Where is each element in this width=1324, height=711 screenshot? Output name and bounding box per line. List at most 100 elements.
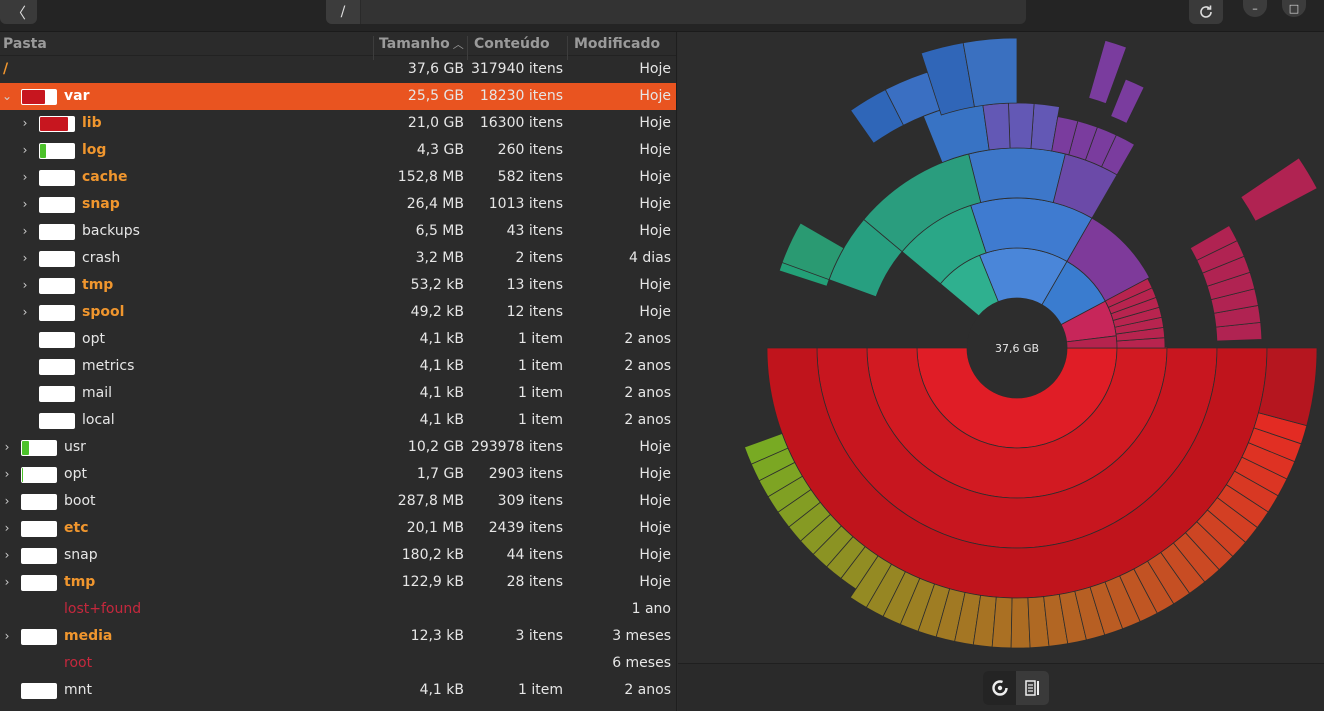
chevron-right-icon[interactable]: › [22,143,28,157]
tree-row[interactable]: › media 12,3 kB 3 itens 3 meses [0,623,676,650]
chevron-right-icon[interactable]: › [4,440,10,454]
ring-sector[interactable] [1051,116,1079,156]
tree-row[interactable]: › crash 3,2 MB 2 itens 4 dias [0,245,676,272]
path-bar: / [326,0,1026,24]
chevron-right-icon[interactable]: › [22,197,28,211]
chevron-right-icon[interactable]: › [4,548,10,562]
chevron-right-icon[interactable]: › [22,278,28,292]
row-content-count: 1 item [518,331,563,347]
tree-row[interactable]: root 6 meses [0,650,676,677]
tree-row[interactable]: › cache 152,8 MB 582 itens Hoje [0,164,676,191]
chevron-right-icon[interactable]: › [4,521,10,535]
column-header-size[interactable]: Tamanho ︿ [379,36,464,52]
ring-sector[interactable] [920,42,975,116]
chevron-down-icon[interactable]: ⌄ [1,89,13,103]
tree-row[interactable]: › backups 6,5 MB 43 itens Hoje [0,218,676,245]
chevron-right-icon[interactable]: › [22,305,28,319]
column-header-folder[interactable]: Pasta [3,36,47,52]
tree-row[interactable]: › usr 10,2 GB 293978 itens Hoje [0,434,676,461]
row-name: boot [64,493,96,509]
ring-sector[interactable] [850,89,905,144]
ring-sector[interactable] [828,218,903,298]
row-size: 49,2 kB [410,304,464,320]
maximize-button[interactable]: □ [1282,0,1306,17]
tree-row[interactable]: ⌄ var 25,5 GB 18230 itens Hoje [0,83,676,110]
tree-row[interactable]: › etc 20,1 MB 2439 itens Hoje [0,515,676,542]
ring-sector[interactable] [1010,597,1031,649]
chevron-right-icon[interactable]: › [22,170,28,184]
size-bar [21,575,57,591]
tree-row[interactable]: › tmp 53,2 kB 13 itens Hoje [0,272,676,299]
ring-sector[interactable] [1008,102,1035,149]
row-size: 21,0 GB [407,115,464,131]
back-button[interactable]: 〈 [0,0,37,24]
folder-tree: Pasta Tamanho ︿ Conteúdo Modificado / 37,6… [0,32,677,711]
row-modified: Hoje [639,304,671,320]
ring-chart-view-button[interactable] [983,671,1016,705]
ring-sector[interactable] [1110,78,1145,124]
chevron-right-icon[interactable]: › [22,224,28,238]
tree-row[interactable]: / 37,6 GB 317940 itens Hoje [0,56,676,83]
row-modified: 2 anos [624,331,671,347]
chevron-right-icon[interactable]: › [22,116,28,130]
tree-row[interactable]: › lib 21,0 GB 16300 itens Hoje [0,110,676,137]
tree-row[interactable]: › snap 180,2 kB 44 itens Hoje [0,542,676,569]
row-modified: Hoje [639,169,671,185]
tree-row[interactable]: › snap 26,4 MB 1013 itens Hoje [0,191,676,218]
tree-row[interactable]: lost+found 1 ano [0,596,676,623]
ring-chart[interactable]: 37,6 GB [678,32,1324,663]
ring-sector[interactable] [1104,277,1153,308]
row-size: 12,3 kB [410,628,464,644]
ring-sector[interactable] [1189,224,1238,261]
ring-sector[interactable] [863,153,982,253]
chevron-right-icon[interactable]: › [4,629,10,643]
minimize-button[interactable]: – [1243,0,1267,17]
size-bar [21,89,57,105]
ring-sector[interactable] [962,37,1018,108]
tree-row[interactable]: opt 4,1 kB 1 item 2 anos [0,326,676,353]
ring-sector[interactable] [1257,347,1318,427]
column-header-content[interactable]: Conteúdo [474,36,550,52]
column-header-modified[interactable]: Modificado [574,36,661,52]
row-content-count: 2903 itens [488,466,563,482]
ring-sector[interactable] [968,147,1066,203]
row-size: 4,1 kB [419,412,464,428]
row-name: tmp [64,574,96,590]
chevron-right-icon[interactable]: › [4,467,10,481]
chevron-right-icon[interactable]: › [22,251,28,265]
tree-row[interactable]: › log 4,3 GB 260 itens Hoje [0,137,676,164]
row-content-count: 18230 itens [479,88,563,104]
row-modified: 6 meses [612,655,671,671]
minimize-icon: – [1252,2,1258,15]
ring-sector[interactable] [1088,39,1127,105]
path-segment-root[interactable]: / [326,0,361,24]
row-content-count: 2439 itens [488,520,563,536]
tree-row[interactable]: metrics 4,1 kB 1 item 2 anos [0,353,676,380]
row-size: 4,1 kB [419,331,464,347]
ring-chart-pane: 37,6 GB [678,32,1324,663]
ring-sector[interactable] [781,222,845,281]
row-modified: Hoje [639,574,671,590]
tree-row[interactable]: › spool 49,2 kB 12 itens Hoje [0,299,676,326]
row-content-count: 1013 itens [488,196,563,212]
ring-sector[interactable] [1240,157,1318,222]
row-size: 53,2 kB [410,277,464,293]
treemap-view-button[interactable] [1016,671,1049,705]
row-size: 6,5 MB [415,223,464,239]
refresh-button[interactable] [1189,0,1223,24]
tree-row[interactable]: › boot 287,8 MB 309 itens Hoje [0,488,676,515]
size-bar [39,170,75,186]
tree-row[interactable]: mail 4,1 kB 1 item 2 anos [0,380,676,407]
row-content-count: 1 item [518,682,563,698]
row-name: opt [64,466,87,482]
tree-row[interactable]: mnt 4,1 kB 1 item 2 anos [0,677,676,704]
ring-chart-center[interactable] [967,298,1067,398]
tree-row[interactable]: local 4,1 kB 1 item 2 anos [0,407,676,434]
row-size: 25,5 GB [407,88,464,104]
tree-row[interactable]: › tmp 122,9 kB 28 itens Hoje [0,569,676,596]
chevron-right-icon[interactable]: › [4,494,10,508]
row-content-count: 260 itens [497,142,563,158]
chevron-right-icon[interactable]: › [4,575,10,589]
tree-row[interactable]: › opt 1,7 GB 2903 itens Hoje [0,461,676,488]
row-name: opt [82,331,105,347]
